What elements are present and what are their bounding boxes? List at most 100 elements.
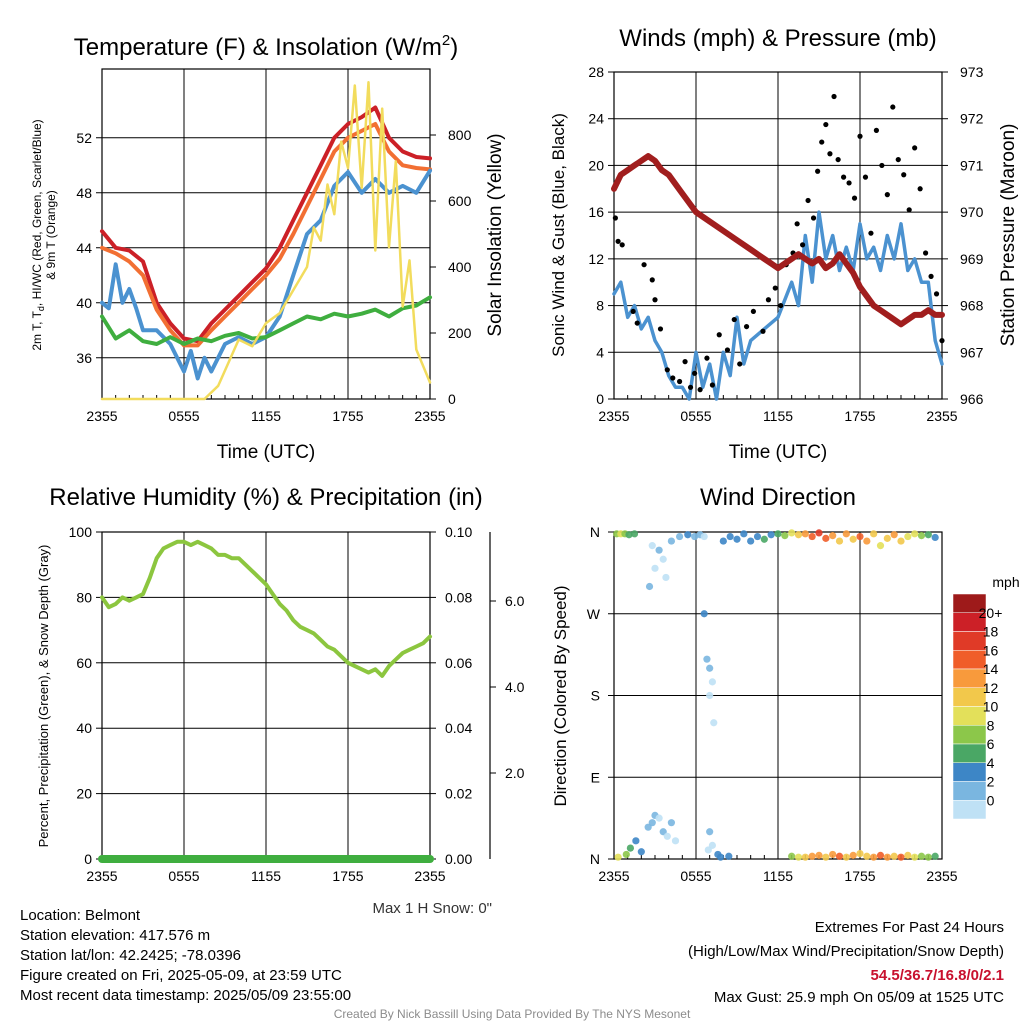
wind-left-y-tick-label: 0 xyxy=(596,391,604,407)
dir-legend-swatch xyxy=(952,650,987,670)
rh-left-y-tick-label: 80 xyxy=(76,589,92,605)
wind-gust-point xyxy=(890,104,896,110)
dir-point xyxy=(788,529,796,537)
dir-point xyxy=(630,530,639,538)
temp-right-y-tick-label: 0 xyxy=(448,391,456,407)
wind-gust-point xyxy=(687,384,694,390)
wind-gust-point xyxy=(879,162,885,169)
dir-point xyxy=(719,537,727,545)
dir-point xyxy=(822,534,830,542)
wind-right-y-tick-label: 968 xyxy=(960,298,984,314)
wind-gust-point xyxy=(895,156,901,163)
dir-point xyxy=(856,532,864,541)
temp-left-y-tick-label: 48 xyxy=(76,185,92,201)
rh-left-y-tick-label: 40 xyxy=(76,720,92,736)
wind-gust-point xyxy=(760,328,766,334)
dir-point xyxy=(645,582,654,591)
wind-gust-point xyxy=(677,378,683,385)
dir-point xyxy=(632,837,640,845)
extremes-values: 54.5/36.7/16.8/0/2.1 xyxy=(870,967,1004,984)
dir-point xyxy=(667,537,676,545)
dir-point xyxy=(794,531,803,539)
dir-point xyxy=(856,849,864,858)
wind-x-tick-label: 2355 xyxy=(926,408,957,424)
rh-x-tick-label: 0555 xyxy=(168,868,199,884)
rh-right-y-tick-label: 0.04 xyxy=(445,720,472,736)
rh-x-tick-label: 1755 xyxy=(332,868,363,884)
dir-point xyxy=(671,837,680,845)
wind-left-y-tick-label: 12 xyxy=(588,251,604,267)
dir-legend-title: mph xyxy=(992,574,1019,590)
dir-point xyxy=(651,564,659,572)
dir-point xyxy=(924,853,932,861)
dir-point xyxy=(931,533,939,542)
wind-panel-title: Winds (mph) & Pressure (mb) xyxy=(619,25,936,52)
dir-point xyxy=(625,531,633,539)
temp-left-y-tick-label: 52 xyxy=(76,130,92,146)
dir-point xyxy=(917,532,926,540)
dir-legend-label: 4 xyxy=(987,755,995,771)
rh-right-y-tick-label: 0.06 xyxy=(445,655,472,671)
dir-y-tick-label: E xyxy=(591,769,600,785)
wind-left-y-tick-label: 16 xyxy=(588,204,604,220)
wind-x-tick-label: 1755 xyxy=(844,408,875,424)
dir-point xyxy=(890,852,898,860)
rh-left-y-axis-label: Percent, Precipitation (Green), & Snow D… xyxy=(36,545,51,848)
dir-point xyxy=(904,851,912,859)
rh-left-y-tick-label: 100 xyxy=(69,524,93,540)
wind-gust-point xyxy=(884,192,890,198)
dir-legend-label: 0 xyxy=(987,792,995,808)
wind-gust-point xyxy=(716,332,722,338)
dir-point xyxy=(890,531,898,539)
dir-legend-swatch xyxy=(952,706,987,726)
recent-timestamp: Most recent data timestamp: 2025/05/09 2… xyxy=(20,987,352,1004)
wind-gust-point xyxy=(649,277,655,283)
rh-x-tick-label: 1155 xyxy=(251,868,281,884)
dir-point xyxy=(801,530,809,538)
dir-point xyxy=(704,846,712,854)
wind-series-line xyxy=(611,153,945,328)
dir-legend-label: 14 xyxy=(983,661,999,677)
dir-point xyxy=(835,537,844,545)
wind-gust-point xyxy=(743,323,750,330)
wind-left-y-tick-label: 28 xyxy=(588,64,604,80)
wind-gust-point xyxy=(928,273,934,279)
dir-point xyxy=(700,532,708,541)
dir-point xyxy=(733,535,741,543)
dir-point xyxy=(710,719,718,727)
rh-right-y-tick-label: 0.10 xyxy=(445,524,472,540)
dir-y-tick-label: N xyxy=(590,524,600,540)
rh-right-y-tick-label: 0.08 xyxy=(445,589,472,605)
wind-gust-point xyxy=(697,387,703,393)
wind-gust-point xyxy=(612,215,618,221)
temp-series-line xyxy=(100,168,432,381)
station-elevation: Station elevation: 417.576 m xyxy=(20,927,211,944)
wind-gust-point xyxy=(831,93,837,100)
wind-gust-point xyxy=(819,139,825,145)
dir-point xyxy=(883,853,891,861)
dir-point xyxy=(655,814,663,822)
temp-left-y-axis-label-line2: & 9m T (Orange) xyxy=(44,190,58,280)
rh-snow-tick-label: 6.0 xyxy=(505,593,525,609)
rh-panel-title: Relative Humidity (%) & Precipitation (i… xyxy=(49,484,482,511)
temp-right-y-tick-label: 600 xyxy=(448,193,472,209)
dir-y-tick-label: W xyxy=(587,606,601,622)
dir-point xyxy=(648,819,656,827)
dir-point xyxy=(626,844,635,852)
dir-point xyxy=(876,851,885,859)
dir-legend-label: 20+ xyxy=(979,605,1003,621)
wind-right-y-tick-label: 971 xyxy=(960,157,984,173)
dir-point xyxy=(667,819,676,827)
extremes-subtitle: (High/Low/Max Wind/Precipitation/Snow De… xyxy=(688,943,1004,960)
dir-legend-label: 12 xyxy=(983,680,999,696)
temp-x-tick-label: 2355 xyxy=(414,408,445,424)
dir-point xyxy=(904,532,912,541)
temp-series-line xyxy=(100,80,432,401)
wind-gust-point xyxy=(657,326,664,332)
dir-point xyxy=(781,532,789,540)
dir-x-tick-label: 1755 xyxy=(844,868,875,884)
temp-x-tick-label: 2355 xyxy=(86,408,117,424)
rh-x-tick-label: 2355 xyxy=(86,868,117,884)
dir-y-tick-label: N xyxy=(590,851,600,867)
wind-gust-point xyxy=(823,121,829,128)
